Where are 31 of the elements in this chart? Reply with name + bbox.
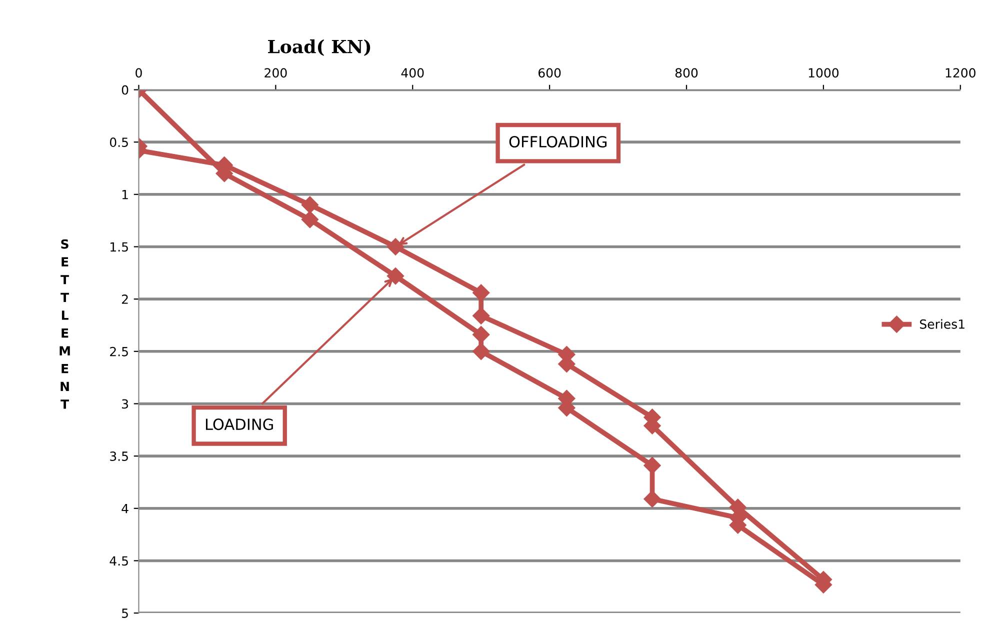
y-tick-label: 3 bbox=[122, 399, 128, 409]
y-tick-label: 0.5 bbox=[110, 138, 128, 147]
y-tick-label: 4 bbox=[122, 504, 128, 514]
y-tick-label: 4.5 bbox=[110, 556, 128, 566]
point bbox=[472, 326, 490, 344]
point bbox=[301, 210, 318, 228]
x-tick-label: 1200 bbox=[946, 68, 976, 78]
point bbox=[472, 284, 490, 302]
x-tick-label: 400 bbox=[401, 68, 424, 78]
y-tick-label: 1 bbox=[122, 190, 128, 200]
x-tick-label: 200 bbox=[264, 68, 287, 78]
y-tick-label: 2.5 bbox=[110, 346, 128, 356]
annotation: OFFLOADING bbox=[509, 136, 607, 148]
y-tick-label: 5 bbox=[122, 608, 128, 618]
point bbox=[472, 307, 490, 324]
x-tick-label: 600 bbox=[538, 68, 561, 78]
x-tick-label: 0 bbox=[136, 68, 142, 78]
y-tick-label: 2 bbox=[122, 294, 128, 304]
y-tick-label: 0 bbox=[122, 85, 128, 95]
x-tick-label: 1000 bbox=[808, 68, 839, 78]
y-tick-label: 3.5 bbox=[110, 452, 128, 461]
x-axis-title: Load( KN) bbox=[268, 39, 370, 56]
x-tick-label: 800 bbox=[675, 68, 698, 78]
text: SETTLEMENT bbox=[60, 239, 70, 409]
point bbox=[386, 238, 404, 256]
annotation: LOADING bbox=[206, 418, 273, 430]
point bbox=[301, 196, 318, 214]
point bbox=[386, 267, 404, 285]
point bbox=[472, 342, 490, 360]
legend-label: Series1 bbox=[920, 319, 964, 329]
y-tick-label: 1.5 bbox=[110, 242, 128, 252]
